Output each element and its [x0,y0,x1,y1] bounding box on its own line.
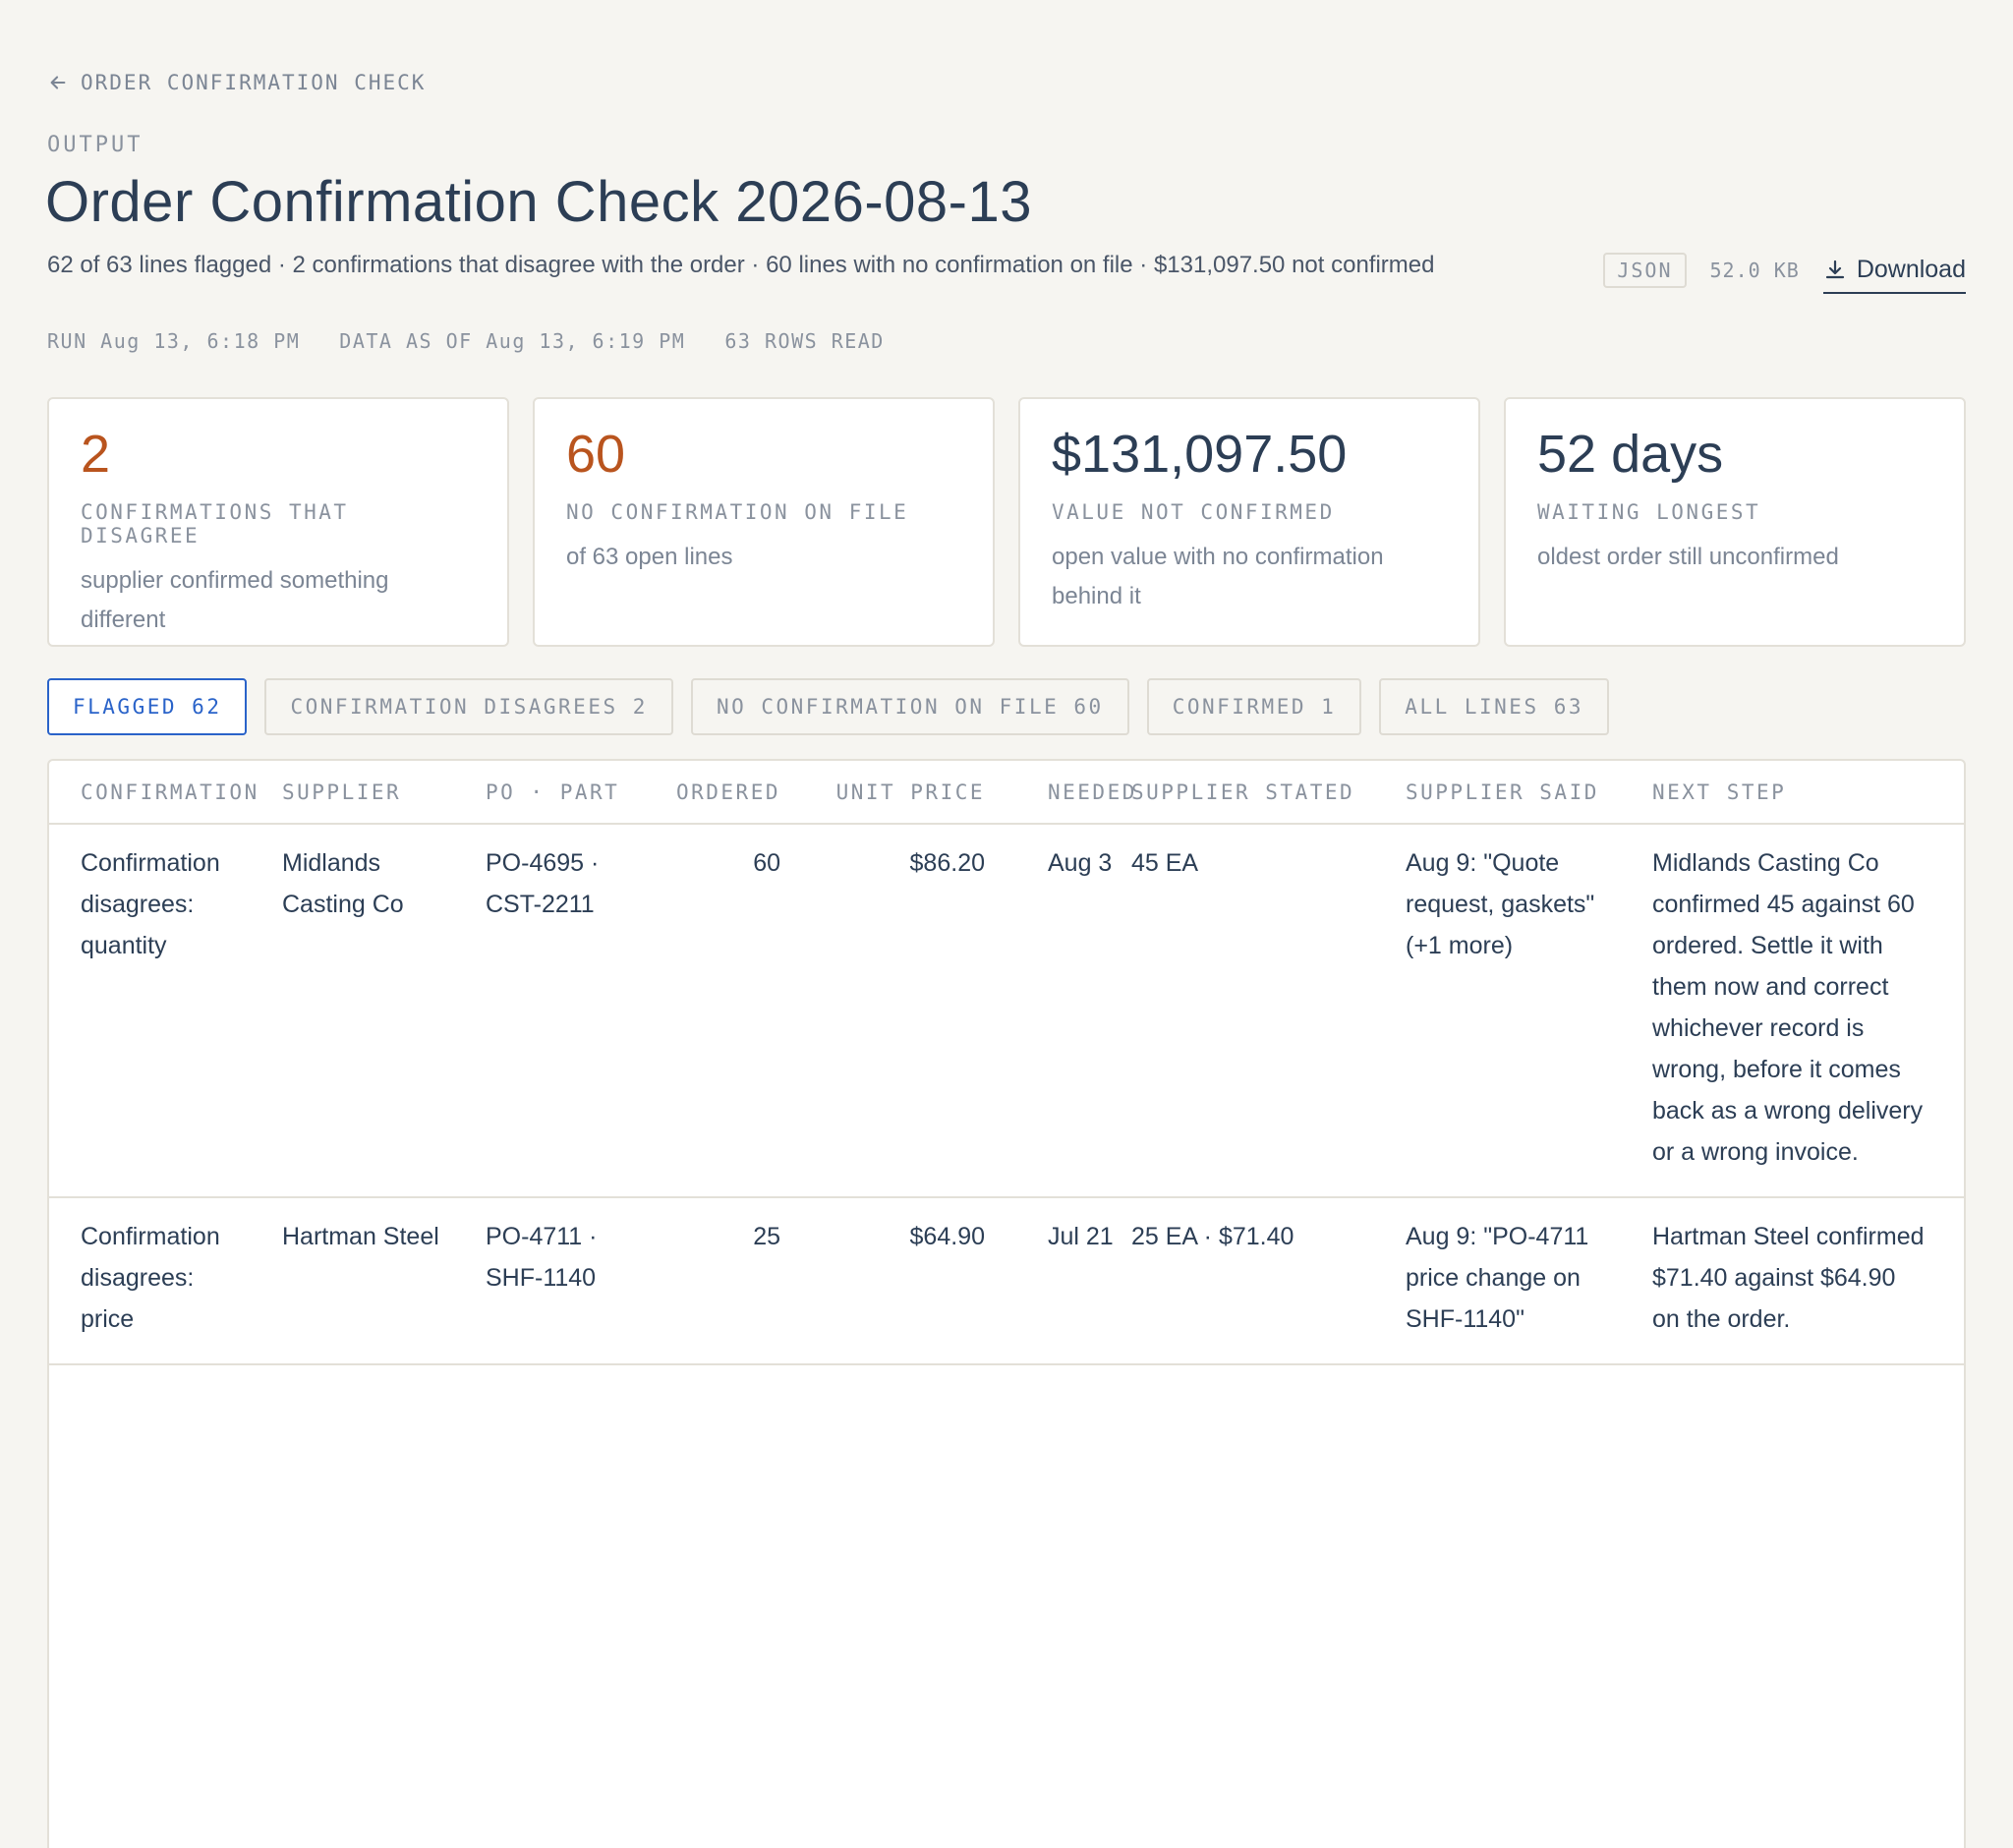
filter-no-confirmation[interactable]: NO CONFIRMATION ON FILE 60 [690,678,1129,735]
filter-confirmed[interactable]: CONFIRMED 1 [1146,678,1362,735]
column-header[interactable]: NEXT STEP [1652,761,1964,825]
cell-supplier-said: Aug 9: "Quote request, gaskets" (+1 more… [1406,824,1652,1198]
stat-value: 2 [81,425,111,484]
filter-tabs: FLAGGED 62 CONFIRMATION DISAGREES 2 NO C… [47,678,1610,735]
cell-confirmation: Confirmation disagrees: price [49,1197,282,1365]
column-header[interactable]: CONFIRMATION [49,761,282,825]
stat-cards: 2 CONFIRMATIONS THAT DISAGREE supplier c… [47,397,1966,647]
results-table: CONFIRMATION SUPPLIER PO · PART ORDERED … [47,759,1966,1848]
stat-card-waiting: 52 days WAITING LONGEST oldest order sti… [1504,397,1966,647]
stat-label: WAITING LONGEST [1537,499,1761,524]
cell-supplier-said: Aug 9: "PO-4711 price change on SHF-1140… [1406,1197,1652,1365]
table-header-row: CONFIRMATION SUPPLIER PO · PART ORDERED … [49,761,1964,825]
filter-label: ALL LINES [1405,695,1539,719]
filter-count: 60 [1073,695,1104,719]
cell-unit-price: $86.20 [780,824,985,1198]
filter-count: 2 [632,695,648,719]
cell-confirmation: Confirmation disagrees: quantity [49,824,282,1198]
filter-flagged[interactable]: FLAGGED 62 [47,678,248,735]
filter-all-lines[interactable]: ALL LINES 63 [1379,678,1610,735]
filter-count: 63 [1553,695,1584,719]
stat-label: NO CONFIRMATION ON FILE [566,499,909,524]
cell-supplier: Midlands Casting Co [282,824,486,1198]
data-as-of: DATA AS OF Aug 13, 6:19 PM [339,329,686,353]
cell-supplier-stated: 45 EA [1131,824,1406,1198]
filter-label: FLAGGED [73,695,178,719]
run-info: RUN Aug 13, 6:18 PM DATA AS OF Aug 13, 6… [47,329,885,353]
download-icon [1825,260,1844,278]
cell-po-part: PO-4711 · SHF-1140 [486,1197,649,1365]
back-link[interactable]: ORDER CONFIRMATION CHECK [47,71,426,94]
cell-ordered: 60 [649,824,780,1198]
filter-label: CONFIRMED [1172,695,1306,719]
cell-ordered: 25 [649,1197,780,1365]
stat-sub: oldest order still unconfirmed [1537,543,1839,570]
cell-next-step: Midlands Casting Co confirmed 45 against… [1652,824,1964,1198]
column-header[interactable]: SUPPLIER STATED [1131,761,1406,825]
stat-card-no-confirmation: 60 NO CONFIRMATION ON FILE of 63 open li… [533,397,995,647]
cell-unit-price: $64.90 [780,1197,985,1365]
cell-supplier-stated: 25 EA · $71.40 [1131,1197,1406,1365]
table-row[interactable]: Confirmation disagrees: price Hartman St… [49,1197,1964,1365]
filter-confirmation-disagrees[interactable]: CONFIRMATION DISAGREES 2 [264,678,673,735]
arrow-left-icon [50,76,66,89]
download-label: Download [1856,256,1966,283]
filter-label: CONFIRMATION DISAGREES [290,695,618,719]
stat-card-disagree: 2 CONFIRMATIONS THAT DISAGREE supplier c… [47,397,509,647]
column-header[interactable]: ORDERED [649,761,780,825]
stat-value: 52 days [1537,425,1724,484]
cell-po-part: PO-4695 · CST-2211 [486,824,649,1198]
stat-sub: of 63 open lines [566,543,733,570]
cell-supplier: Hartman Steel [282,1197,486,1365]
file-format-badge: JSON [1603,252,1687,288]
cell-needed: Jul 21 [985,1197,1131,1365]
column-header[interactable]: NEEDED [985,761,1134,825]
file-meta: JSON 52.0 KB Download [1603,246,1966,294]
column-header[interactable]: SUPPLIER SAID [1406,761,1652,825]
rows-read: 63 ROWS READ [724,329,885,353]
download-button[interactable]: Download [1822,256,1966,294]
filter-label: NO CONFIRMATION ON FILE [716,695,1060,719]
page-title: Order Confirmation Check 2026-08-13 [45,170,1032,234]
stat-card-value: $131,097.50 VALUE NOT CONFIRMED open val… [1018,397,1480,647]
cell-next-step: Hartman Steel confirmed $71.40 against $… [1652,1197,1964,1365]
filter-count: 1 [1321,695,1337,719]
stat-sub: supplier confirmed something different [81,566,389,633]
file-size: 52.0 KB [1709,258,1800,282]
table-row[interactable]: Confirmation disagrees: quantity Midland… [49,824,1964,1198]
stat-sub: open value with no confirmation behind i… [1052,543,1384,609]
page-summary: 62 of 63 lines flagged · 2 confirmations… [47,252,1435,278]
stat-value: 60 [566,425,626,484]
run-time: RUN Aug 13, 6:18 PM [47,329,301,353]
filter-count: 62 [192,695,222,719]
column-header[interactable]: SUPPLIER [282,761,486,825]
back-link-label: ORDER CONFIRMATION CHECK [81,71,427,94]
page-eyebrow: OUTPUT [47,133,144,157]
stat-value: $131,097.50 [1052,425,1348,484]
column-header[interactable]: PO · PART [486,761,649,825]
stat-label: VALUE NOT CONFIRMED [1052,499,1335,524]
column-header[interactable]: UNIT PRICE [780,761,985,825]
cell-needed: Aug 3 [985,824,1131,1198]
stat-label: CONFIRMATIONS THAT DISAGREE [81,499,349,548]
